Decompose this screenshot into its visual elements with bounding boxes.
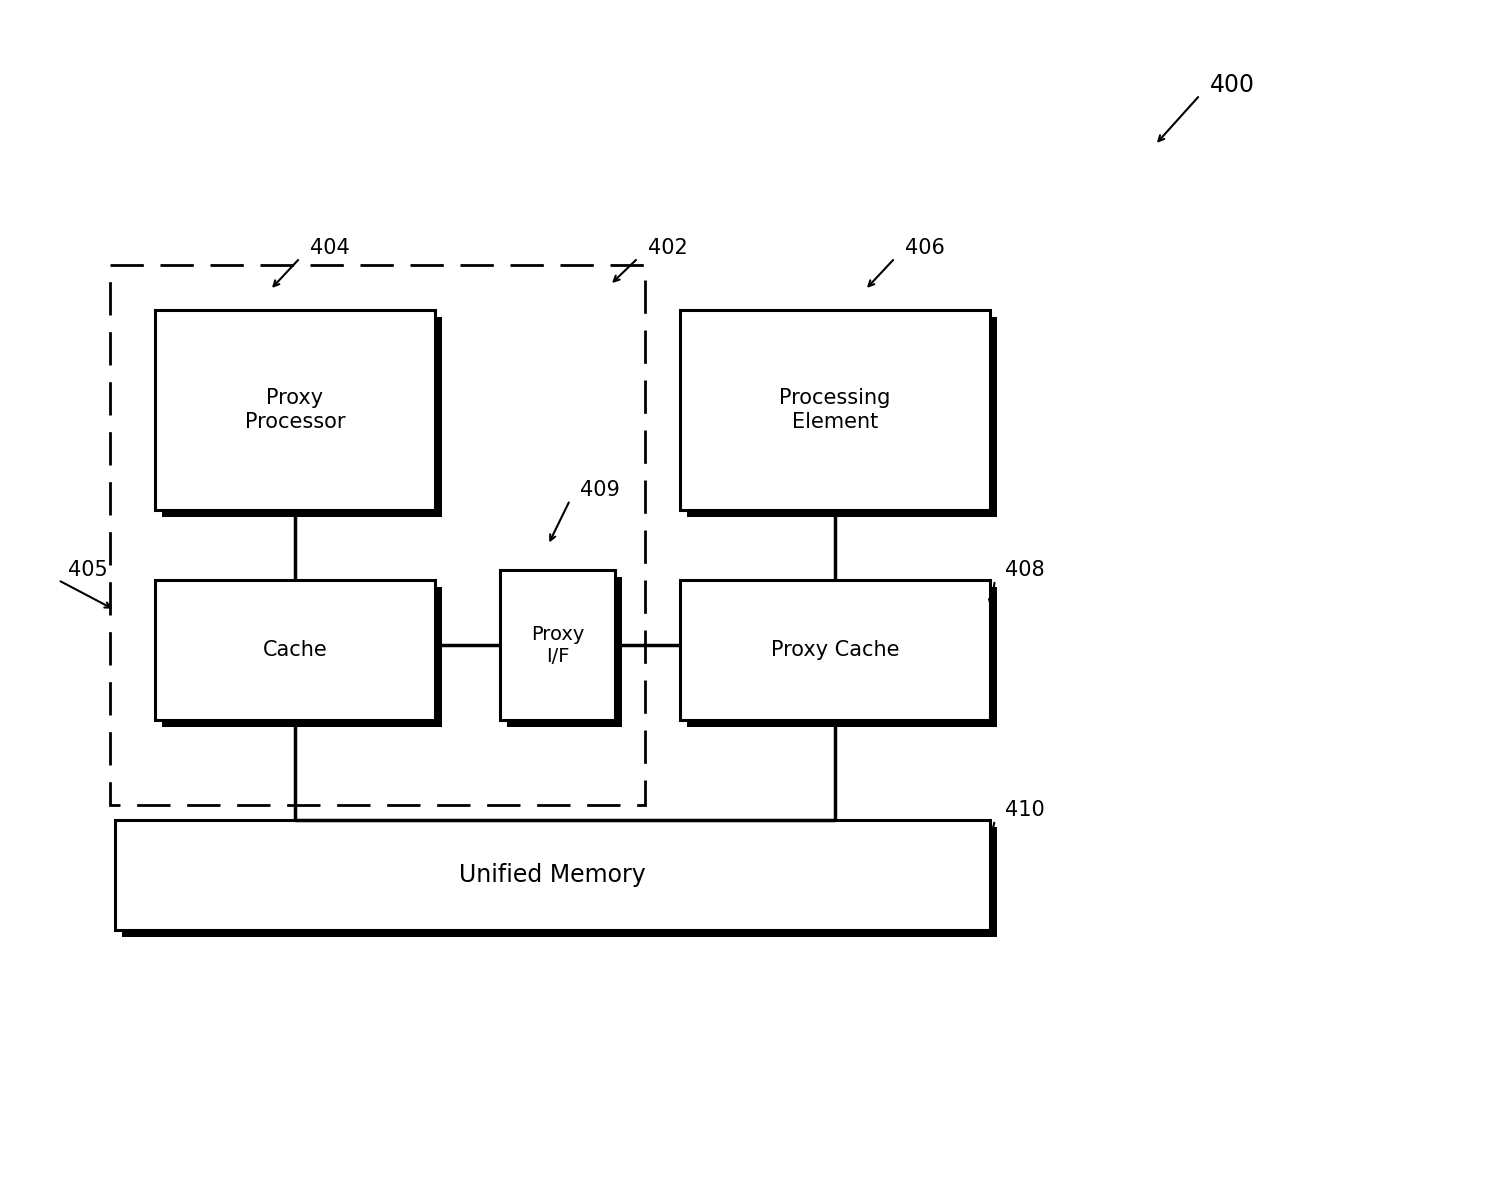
Bar [507,577,622,727]
Bar [162,587,442,727]
Text: 404: 404 [310,237,350,258]
Bar [110,265,645,805]
Bar [162,317,442,517]
Bar [687,317,996,517]
Text: 406: 406 [905,237,945,258]
Bar [155,310,434,509]
Text: Proxy
Processor: Proxy Processor [245,389,346,432]
Text: 405: 405 [68,560,108,580]
Bar [687,587,996,727]
Text: 400: 400 [1210,73,1255,97]
Bar [679,310,990,509]
Text: Proxy Cache: Proxy Cache [771,639,899,660]
Text: 402: 402 [648,237,688,258]
Bar [679,580,990,721]
Bar [155,580,434,721]
Text: Cache: Cache [263,639,328,660]
Text: 410: 410 [1006,801,1045,820]
Bar [116,820,990,931]
Text: Unified Memory: Unified Memory [458,863,646,888]
Text: 408: 408 [1006,560,1045,580]
Bar [122,827,996,937]
Bar [500,570,615,721]
Text: 409: 409 [580,480,619,500]
Text: Proxy
I/F: Proxy I/F [531,624,585,666]
Text: Processing
Element: Processing Element [780,389,891,432]
